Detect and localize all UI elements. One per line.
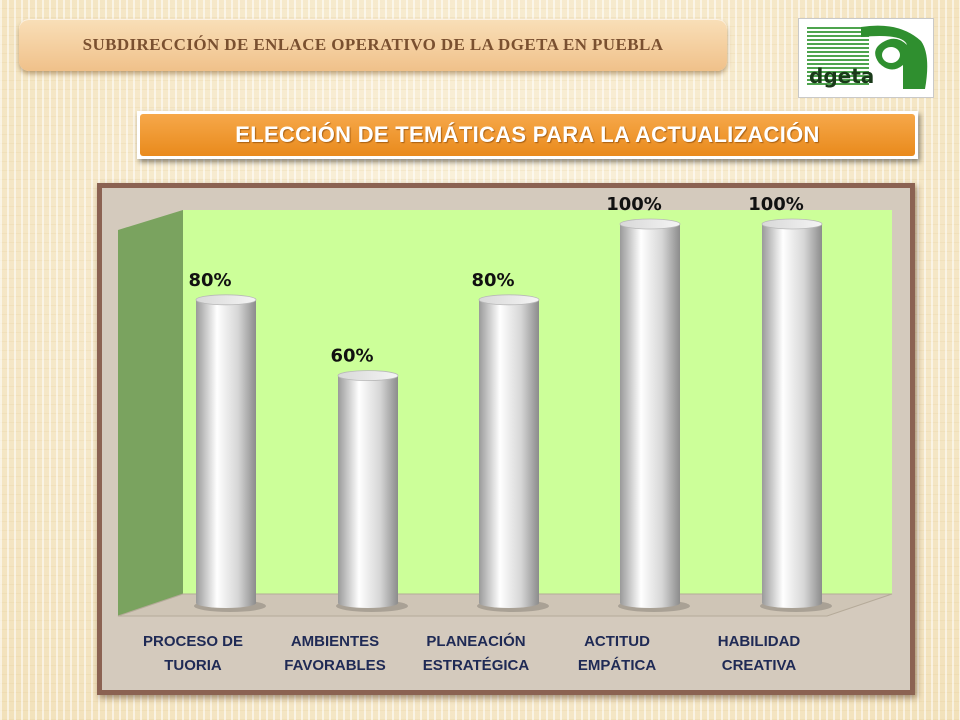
category-label: ESTRATÉGICA: [423, 657, 530, 674]
category-label: PROCESO DE: [143, 633, 243, 650]
category-label: FAVORABLES: [284, 657, 385, 674]
plot-side-wall: [118, 210, 183, 616]
bar-value-label: 100%: [748, 194, 804, 215]
category-label: CREATIVA: [722, 657, 797, 674]
category-label: PLANEACIÓN: [426, 632, 525, 650]
chart-frame: 80% 60% 80% 100% 100% PROCESO DE TUORIA AMBIEN…: [97, 183, 915, 695]
bar-3: 80%: [471, 270, 549, 612]
bar-body: [196, 299, 256, 608]
bar-top: [195, 294, 257, 306]
bar-value-label: 100%: [606, 194, 662, 215]
header-banner-text: SUBDIRECCIÓN DE ENLACE OPERATIVO DE LA D…: [82, 35, 664, 54]
header-banner: SUBDIRECCIÓN DE ENLACE OPERATIVO DE LA D…: [19, 19, 727, 71]
bar-4: 100%: [606, 194, 690, 612]
bars-layer: 80% 60% 80% 100% 100%: [188, 194, 832, 612]
bar-top: [619, 218, 681, 230]
slide-title-bar: ELECCIÓN DE TEMÁTICAS PARA LA ACTUALIZAC…: [140, 114, 915, 156]
bar-body: [762, 224, 822, 608]
bar-top: [761, 218, 823, 230]
category-label: AMBIENTES: [291, 633, 379, 650]
slide-title: ELECCIÓN DE TEMÁTICAS PARA LA ACTUALIZAC…: [235, 122, 820, 147]
category-label: HABILIDAD: [718, 633, 801, 650]
bar-value-label: 80%: [471, 270, 514, 291]
bar-2: 60%: [330, 346, 408, 612]
category-label: EMPÁTICA: [578, 657, 657, 674]
bar-top: [337, 370, 399, 382]
category-label: TUORIA: [164, 657, 222, 674]
dgeta-logo: dgeta: [798, 18, 934, 98]
logo-text: dgeta: [809, 64, 874, 88]
category-label: ACTITUD: [584, 633, 650, 650]
bar-chart: 80% 60% 80% 100% 100% PROCESO DE TUORIA AMBIEN…: [117, 194, 893, 674]
bar-value-label: 80%: [188, 270, 231, 291]
category-labels: PROCESO DE TUORIA AMBIENTES FAVORABLES PLANE…: [143, 632, 800, 674]
bar-top: [478, 294, 540, 306]
bar-body: [620, 224, 680, 608]
slide-title-box: ELECCIÓN DE TEMÁTICAS PARA LA ACTUALIZAC…: [137, 111, 918, 159]
bar-body: [338, 375, 398, 608]
bar-body: [479, 299, 539, 608]
bar-1: 80%: [188, 270, 266, 612]
bar-5: 100%: [748, 194, 832, 612]
dgeta-logo-graphic: dgeta: [803, 23, 929, 93]
bar-value-label: 60%: [330, 346, 373, 367]
